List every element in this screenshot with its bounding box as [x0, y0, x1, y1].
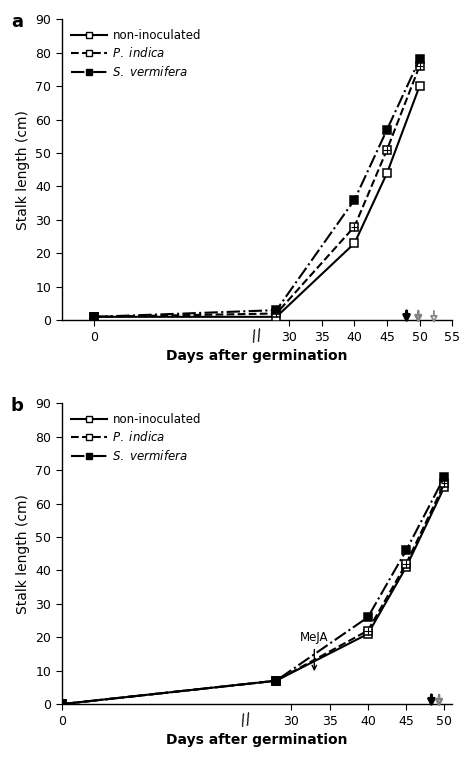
Text: b: b — [11, 397, 24, 416]
Text: //: // — [239, 712, 252, 729]
Legend: non-inoculated, $\mathit{P.\ indica}$, $\mathit{S.\ vermifera}$: non-inoculated, $\mathit{P.\ indica}$, $… — [68, 25, 204, 83]
Text: //: // — [250, 328, 264, 345]
Text: MeJA: MeJA — [300, 631, 328, 670]
Y-axis label: Stalk length (cm): Stalk length (cm) — [16, 494, 30, 613]
Legend: non-inoculated, $\mathit{P.\ indica}$, $\mathit{S.\ vermifera}$: non-inoculated, $\mathit{P.\ indica}$, $… — [68, 409, 204, 466]
Y-axis label: Stalk length (cm): Stalk length (cm) — [16, 110, 30, 230]
Text: a: a — [11, 13, 23, 31]
X-axis label: Days after germination: Days after germination — [166, 733, 347, 747]
X-axis label: Days after germination: Days after germination — [166, 349, 347, 363]
